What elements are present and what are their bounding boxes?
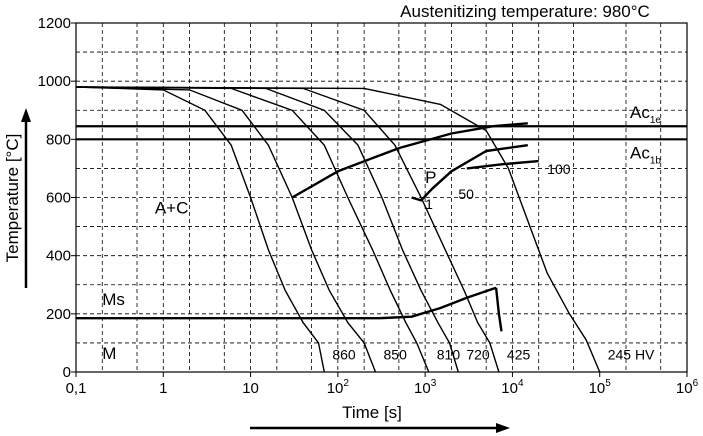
grid (76, 23, 687, 372)
x-tick-label: 1 (159, 380, 167, 397)
annotations: A+C Ms M P 1 50 100 (102, 161, 570, 363)
transformation-line (411, 144, 528, 202)
transformation-line (291, 122, 528, 199)
x-axis-arrow (250, 423, 510, 433)
cooling-curve (75, 86, 325, 373)
transformation-lines (76, 122, 539, 332)
x-tick-label: 105 (589, 378, 612, 397)
hardness-label: 850 (384, 347, 408, 363)
transformation-line (76, 286, 497, 320)
transformation-line (466, 159, 539, 170)
reference-label: Ac1e (630, 103, 661, 126)
y-tick-label: 800 (46, 131, 71, 148)
chart-title: Austenitizing temperature: 980°C (400, 2, 650, 21)
cooling-curve (75, 86, 601, 373)
x-tick-label: 0,1 (66, 380, 87, 397)
hardness-label: 720 (466, 347, 490, 363)
y-axis-label: Temperature [°C] (3, 134, 22, 263)
y-tick-label: 400 (46, 248, 71, 265)
x-axis-label: Time [s] (342, 403, 402, 422)
hardness-label: 425 (507, 347, 531, 363)
fraction-label: 100 (547, 161, 571, 177)
cooling-curve (75, 86, 459, 373)
region-label: M (102, 344, 116, 363)
x-tick-label: 106 (676, 378, 699, 397)
y-axis-arrow (21, 108, 31, 288)
region-label: A+C (155, 198, 189, 217)
x-tick-label: 103 (414, 378, 437, 397)
x-tick-label: 102 (327, 378, 350, 397)
hardness-label: 860 (332, 347, 356, 363)
y-axis-ticks: 0 200 400 600 800 1000 1200 (38, 15, 76, 381)
y-tick-label: 1000 (38, 73, 71, 90)
region-label: P (425, 168, 436, 187)
reference-lines: Ac1e Ac1b (76, 103, 687, 166)
fraction-label: 50 (458, 186, 474, 202)
y-tick-label: 200 (46, 306, 71, 323)
x-tick-label: 10 (242, 380, 259, 397)
region-label: Ms (102, 290, 125, 309)
cooling-curves (75, 86, 601, 373)
x-tick-label: 104 (501, 378, 524, 397)
hardness-label: 810 (437, 347, 461, 363)
x-axis-ticks: 0,1 1 10 102 103 104 105 106 (66, 372, 699, 397)
fraction-label: 1 (425, 196, 433, 212)
cooling-curve (75, 86, 377, 373)
y-tick-label: 600 (46, 190, 71, 207)
y-tick-label: 1200 (38, 15, 71, 32)
transformation-line (494, 287, 503, 332)
y-tick-label: 0 (63, 364, 71, 381)
hardness-labels: 860 850 810 720 425 245 HV (332, 347, 655, 363)
cooling-curve (75, 86, 500, 373)
reference-label: Ac1b (630, 143, 661, 166)
hardness-label: 245 HV (608, 347, 655, 363)
cooling-curve (75, 86, 430, 373)
